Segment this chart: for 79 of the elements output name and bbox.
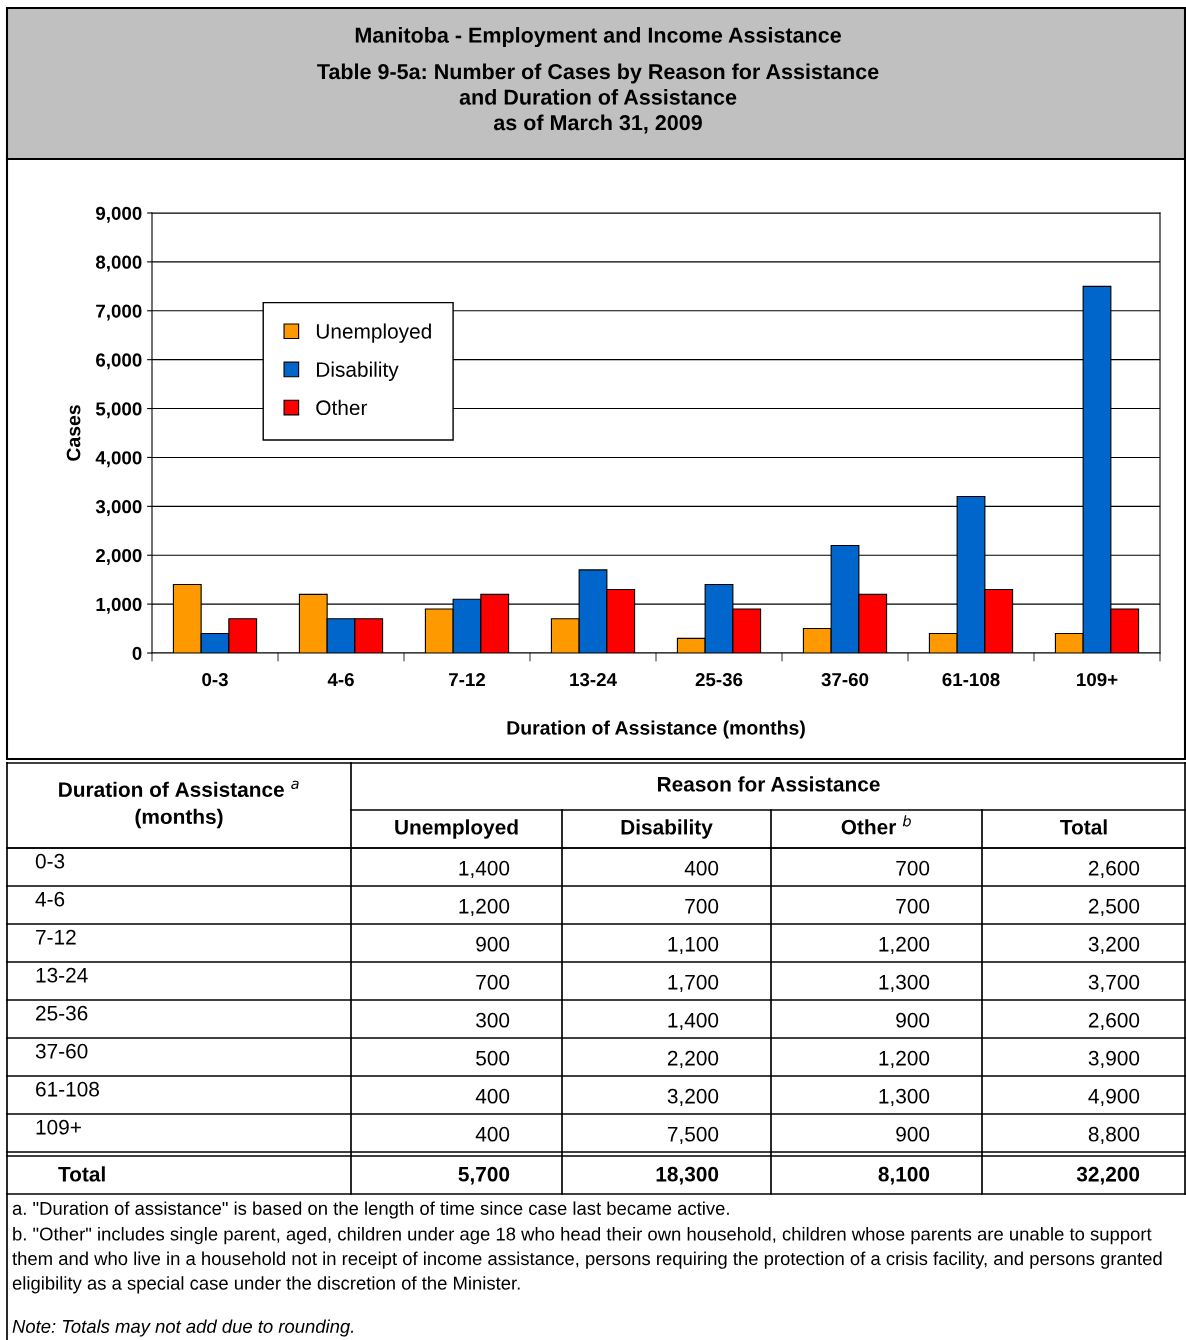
x-tick-label: 25-36 [695,672,743,687]
data-label: 1,200 [879,1050,930,1069]
text: Note: Totals may not add due to rounding. [12,1319,354,1337]
y-tick-label: 9,000 [96,206,142,223]
data-label: 700 [896,898,930,914]
x-tick-label: 7-12 [449,672,486,687]
x-tick-label: 61-108 [942,672,1000,687]
data-label: 900 [896,1126,930,1142]
category-label: 109+ [36,1119,81,1135]
y-tick-label: 3,000 [95,500,142,517]
category-label: 7-12 [36,929,76,945]
category-label: 25-36 [36,1005,88,1021]
legend-label: Unemployed [316,323,431,343]
y-tick-label: 4,000 [95,451,142,468]
y-tick-label: 1,000 [96,597,142,614]
data-label: 1,100 [668,936,719,955]
data-label: 900 [896,1012,930,1028]
data-label: 1,400 [459,860,510,879]
data-label: 8,100 [878,1166,930,1185]
category-label: 37-60 [35,1043,88,1059]
data-label: 3,200 [1088,936,1140,955]
x-axis-title: Duration of Assistance (months) [507,720,805,739]
y-tick-label: 2,000 [96,548,142,565]
data-label: 7,500 [667,1126,719,1145]
legend-label: Disability [317,361,399,382]
text: Total [1060,819,1107,835]
data-label: 4,900 [1088,1088,1140,1107]
data-label: 400 [684,860,719,876]
y-axis-title: Cases [66,405,81,461]
data-label: 700 [685,898,719,914]
x-tick-label: 13-24 [570,672,617,687]
y-tick-label: 8,000 [95,255,142,272]
data-label: 300 [476,1012,510,1028]
x-tick-label: 4-6 [327,672,354,687]
category-label: 13-24 [36,967,88,983]
text: b. "Other" includes single parent, aged, children under age 18 who head their own household, children whose parents are unable to support them and who live in a household not in receipt of income assistance, persons requiring the protection of a crisis facility, and persons granted eligibility as a special case under the discretion of the Minister. [12,1227,1162,1294]
data-label: 1,200 [879,936,930,955]
chart-title: Manitoba - Employment and Income Assistance [355,26,841,48]
data-label: 5,700 [458,1166,510,1185]
data-label: 700 [476,974,510,990]
data-label: 2,600 [1088,1012,1140,1031]
data-label: 400 [475,1126,510,1142]
text: Unemployed [395,819,518,839]
data-label: 18,300 [656,1166,719,1185]
x-tick-label: 0-3 [202,672,228,687]
text: Duration of Assistance $^{a}$ (months) [59,780,299,829]
data-label: 3,200 [667,1088,719,1107]
y-tick-label: 0 [132,646,142,660]
data-label: 2,200 [667,1050,719,1069]
data-label: 900 [476,936,510,952]
x-tick-label: 109+ [1077,672,1118,687]
y-tick-label: 5,000 [95,402,142,419]
text: a. "Duration of assistance" is based on the length of time since case last became active. [12,1201,729,1219]
data-label: 1,200 [459,898,510,917]
text: Other $^{b}$ [841,815,911,835]
category-label: Total [58,1166,105,1182]
data-label: 1,700 [668,974,719,993]
data-label: 3,700 [1088,974,1140,993]
data-label: 1,400 [668,1012,719,1031]
text: Disability [621,819,713,839]
data-label: 700 [896,860,930,876]
data-label: 32,200 [1076,1166,1140,1185]
category-label: 4-6 [35,891,65,907]
chart-subtitle: Table 9-5a: Number of Cases by Reason for Assistance and Duration of Assistance as of March 31, 2009 [317,63,879,134]
data-label: 3,900 [1088,1050,1140,1069]
data-label: 500 [476,1050,510,1066]
y-tick-label: 7,000 [96,304,142,321]
data-label: 400 [475,1088,510,1104]
data-label: 1,300 [879,974,930,993]
category-label: 0-3 [35,853,65,869]
data-label: 2,500 [1088,898,1140,917]
text: Reason for Assistance [657,776,880,792]
y-tick-label: 6,000 [96,353,142,370]
data-label: 2,600 [1088,860,1140,879]
data-label: 8,800 [1088,1126,1140,1145]
legend-label: Other [316,399,368,416]
category-label: 61-108 [36,1081,99,1097]
x-tick-label: 37-60 [821,672,869,687]
data-label: 1,300 [879,1088,930,1107]
